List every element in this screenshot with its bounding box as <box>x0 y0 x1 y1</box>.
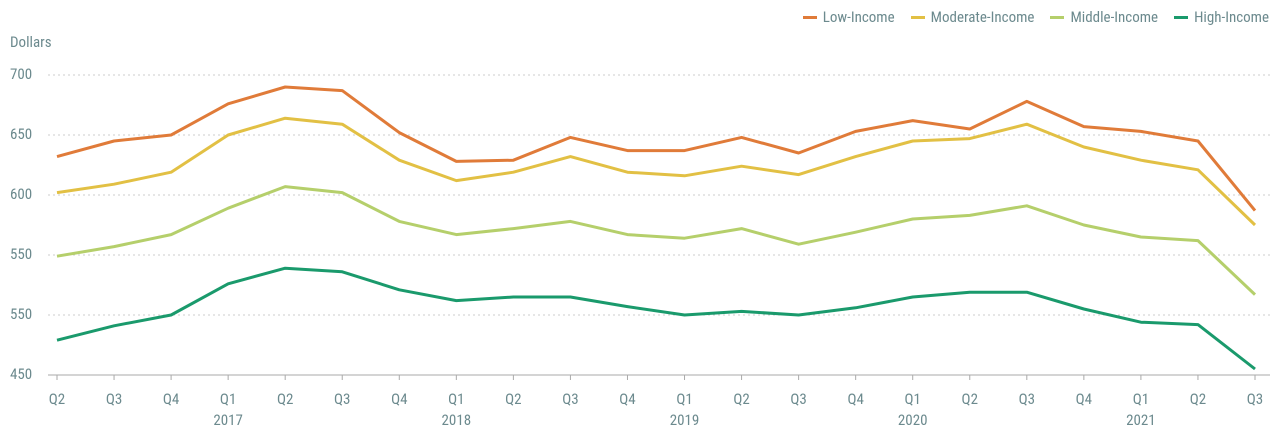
legend-swatch <box>802 15 817 19</box>
x-tick-label: Q2 <box>505 390 521 408</box>
x-tick-label: Q1 <box>676 390 692 408</box>
x-tick-label: Q2 <box>277 390 293 408</box>
x-tick-label: Q3 <box>1019 390 1035 408</box>
legend-swatch <box>1050 15 1065 19</box>
x-tick-label: Q4 <box>163 390 179 408</box>
legend-label: Middle-Income <box>1070 8 1159 26</box>
legend-item: Low-Income <box>802 8 895 26</box>
y-tick-label: 550 <box>10 305 32 323</box>
y-axis-label: Dollars <box>10 33 52 51</box>
y-tick-label: 700 <box>10 65 32 83</box>
x-tick-label: Q3 <box>106 390 122 408</box>
x-tick-label: Q2 <box>962 390 978 408</box>
x-year-label: 2017 <box>213 411 243 429</box>
x-tick-label: Q1 <box>1133 390 1149 408</box>
series-line <box>56 185 1257 296</box>
x-year-label: 2018 <box>442 411 472 429</box>
x-tick-label: Q3 <box>562 390 578 408</box>
y-tick-label: 450 <box>10 365 32 383</box>
y-tick-label: 650 <box>10 125 32 143</box>
x-tick-label: Q1 <box>220 390 236 408</box>
x-tick-label: Q3 <box>1247 390 1263 408</box>
legend-label: High-Income <box>1194 8 1269 26</box>
legend-swatch <box>910 15 925 19</box>
x-tick-label: Q3 <box>334 390 350 408</box>
x-year-label: 2020 <box>898 411 928 429</box>
x-tick-label: Q1 <box>448 390 464 408</box>
legend-swatch <box>1174 15 1189 19</box>
x-tick-label: Q4 <box>619 390 635 408</box>
x-tick-label: Q4 <box>847 390 863 408</box>
legend-item: Middle-Income <box>1050 8 1158 26</box>
series-line <box>56 266 1256 371</box>
legend-label: Low-Income <box>822 8 895 26</box>
legend-label: Moderate-Income <box>930 8 1035 26</box>
legend-item: High-Income <box>1174 8 1269 26</box>
x-year-label: 2019 <box>670 411 700 429</box>
series-line <box>56 116 1257 227</box>
series-line <box>56 85 1257 212</box>
x-tick-label: Q1 <box>905 390 921 408</box>
legend-item: Moderate-Income <box>910 8 1035 26</box>
x-year-label: 2021 <box>1126 411 1156 429</box>
x-tick-label: Q2 <box>1190 390 1206 408</box>
y-tick-label: 600 <box>10 185 32 203</box>
x-tick-label: Q4 <box>391 390 407 408</box>
x-tick-label: Q2 <box>733 390 749 408</box>
x-tick-label: Q3 <box>790 390 806 408</box>
x-tick-label: Q2 <box>49 390 65 408</box>
y-tick-label: 550 <box>10 245 32 263</box>
x-tick-label: Q4 <box>1076 390 1092 408</box>
legend: Low-Income Moderate-Income Middle-Income Hi… <box>802 8 1269 26</box>
